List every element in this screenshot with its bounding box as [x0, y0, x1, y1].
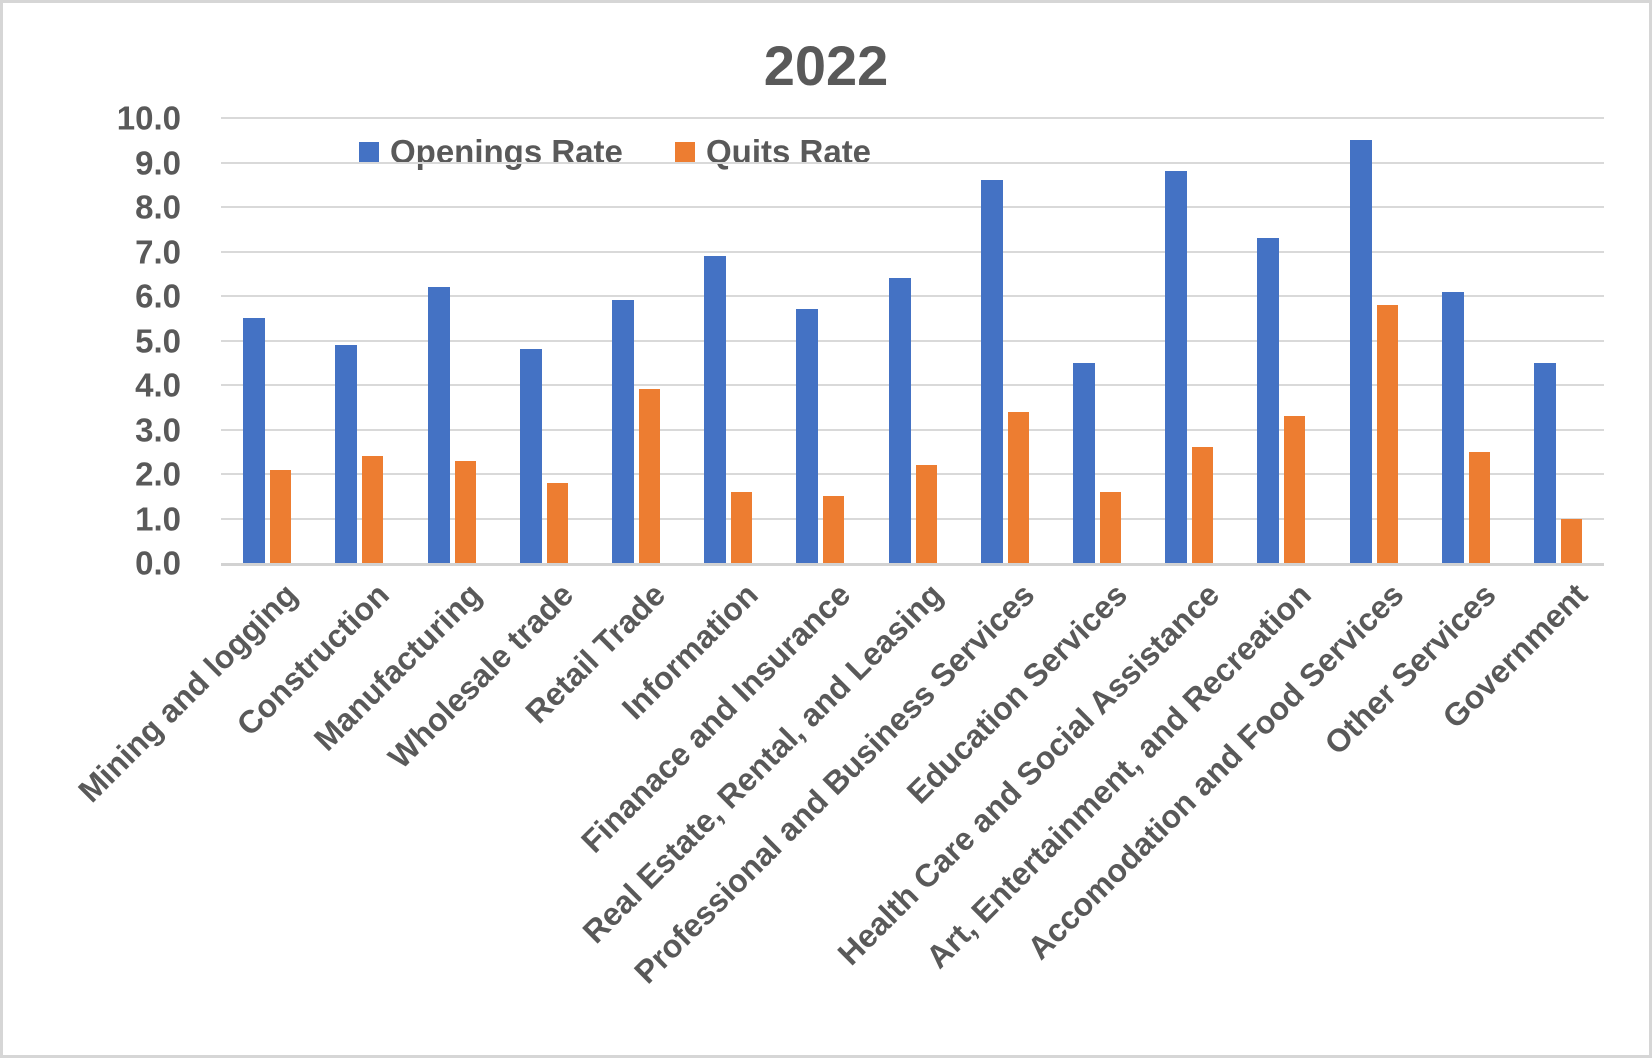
y-axis-tick-label: 5.0: [135, 322, 181, 359]
y-axis-tick-label: 9.0: [135, 144, 181, 181]
y-axis-tick-label: 1.0: [135, 500, 181, 537]
bar-openings-0: [243, 318, 266, 563]
bar-openings-7: [888, 278, 911, 563]
bar-quits-14: [1560, 518, 1582, 563]
bar-quits-12: [1376, 304, 1398, 563]
bar-quits-2: [454, 460, 476, 563]
gridline: [221, 295, 1604, 297]
gridline: [221, 384, 1604, 386]
bar-quits-9: [1099, 491, 1121, 563]
bar-openings-12: [1349, 140, 1372, 563]
bar-quits-3: [546, 482, 568, 563]
bar-openings-10: [1165, 171, 1188, 563]
gridline: [221, 206, 1604, 208]
bar-quits-13: [1468, 451, 1490, 563]
chart-title: 2022: [763, 34, 889, 97]
legend-swatch-openings-icon: [359, 142, 379, 162]
gridline: [221, 339, 1604, 342]
bar-quits-4: [638, 389, 660, 563]
bar-openings-5: [704, 255, 727, 563]
y-axis-tick-label: 10.0: [116, 99, 181, 137]
legend-label-quits: Quits Rate: [706, 133, 872, 170]
bar-quits-0: [270, 469, 292, 563]
gridline: [221, 473, 1604, 475]
bar-quits-7: [915, 465, 937, 563]
y-axis-tick-label: 2.0: [135, 455, 181, 493]
gridline: [221, 428, 1604, 431]
gridline: [221, 517, 1604, 520]
legend-label-openings: Openings Rate: [390, 133, 623, 170]
bar-openings-13: [1441, 291, 1464, 563]
y-axis-tick-label: 0.0: [135, 544, 181, 582]
y-axis-tick-label: 8.0: [135, 188, 181, 226]
gridline: [221, 117, 1604, 119]
bar-quits-10: [1192, 447, 1214, 563]
x-axis-label: Manufacturing: [306, 576, 489, 758]
bar-openings-11: [1257, 238, 1280, 563]
bar-openings-14: [1533, 362, 1556, 563]
bar-openings-2: [427, 287, 450, 563]
y-axis-tick-label: 3.0: [135, 411, 181, 448]
y-axis-tick-label: 6.0: [135, 277, 181, 315]
bar-openings-6: [796, 309, 819, 563]
legend-item-openings-rate: Openings Rate: [359, 132, 623, 172]
bar-openings-4: [611, 300, 634, 563]
bar-openings-1: [335, 344, 358, 563]
gridline: [221, 250, 1604, 253]
legend-swatch-quits-icon: [675, 142, 695, 162]
y-axis-tick-label: 4.0: [135, 366, 181, 404]
bar-quits-1: [362, 456, 384, 563]
y-axis-tick-label: 7.0: [135, 233, 181, 270]
x-axis-line: [221, 563, 1604, 566]
legend-item-quits-rate: Quits Rate: [675, 132, 871, 172]
x-axis-label: Other Services: [1317, 576, 1503, 762]
bar-openings-9: [1072, 362, 1095, 563]
bar-quits-5: [731, 491, 753, 563]
gridline: [221, 161, 1604, 164]
bar-quits-6: [823, 496, 845, 563]
bar-openings-3: [519, 349, 542, 563]
bar-quits-8: [1007, 411, 1029, 563]
bar-quits-11: [1284, 416, 1306, 563]
bar-openings-8: [980, 180, 1003, 563]
